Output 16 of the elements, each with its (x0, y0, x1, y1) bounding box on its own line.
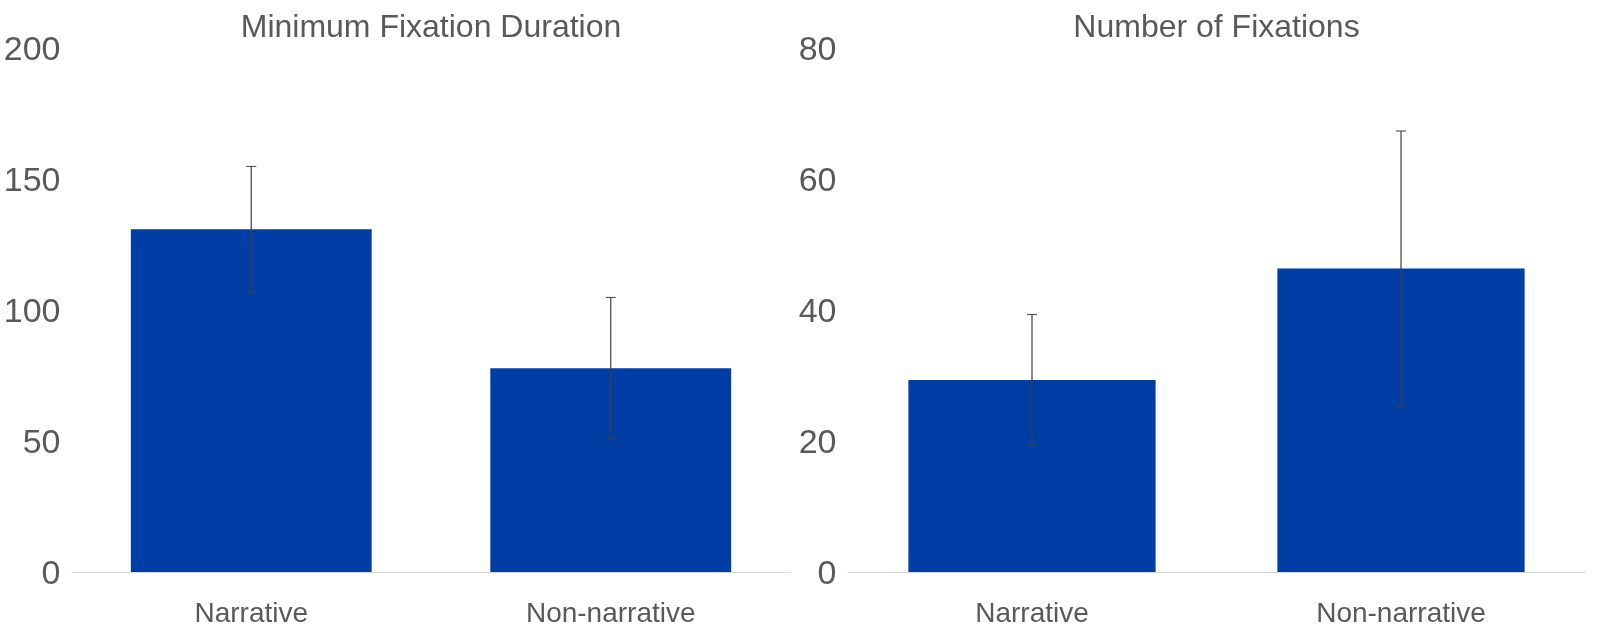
y-tick-label: 80 (798, 29, 837, 67)
chart-title: Number of Fixations (1073, 7, 1360, 44)
x-tick-label: Narrative (194, 596, 309, 628)
y-tick-label: 0 (41, 553, 61, 591)
y-tick-label: 100 (3, 291, 61, 329)
x-tick-label: Narrative (975, 596, 1089, 628)
chart-title: Minimum Fixation Duration (240, 7, 622, 44)
y-tick-label: 40 (798, 291, 837, 329)
y-tick-label: 0 (817, 553, 837, 591)
y-tick-label: 50 (22, 422, 61, 460)
x-tick-label: Non-narrative (525, 596, 696, 628)
x-tick-label: Non-narrative (1316, 596, 1486, 628)
y-tick-label: 200 (3, 29, 61, 67)
y-tick-label: 150 (3, 160, 61, 198)
y-tick-label: 60 (798, 160, 837, 198)
y-tick-label: 20 (798, 422, 837, 460)
